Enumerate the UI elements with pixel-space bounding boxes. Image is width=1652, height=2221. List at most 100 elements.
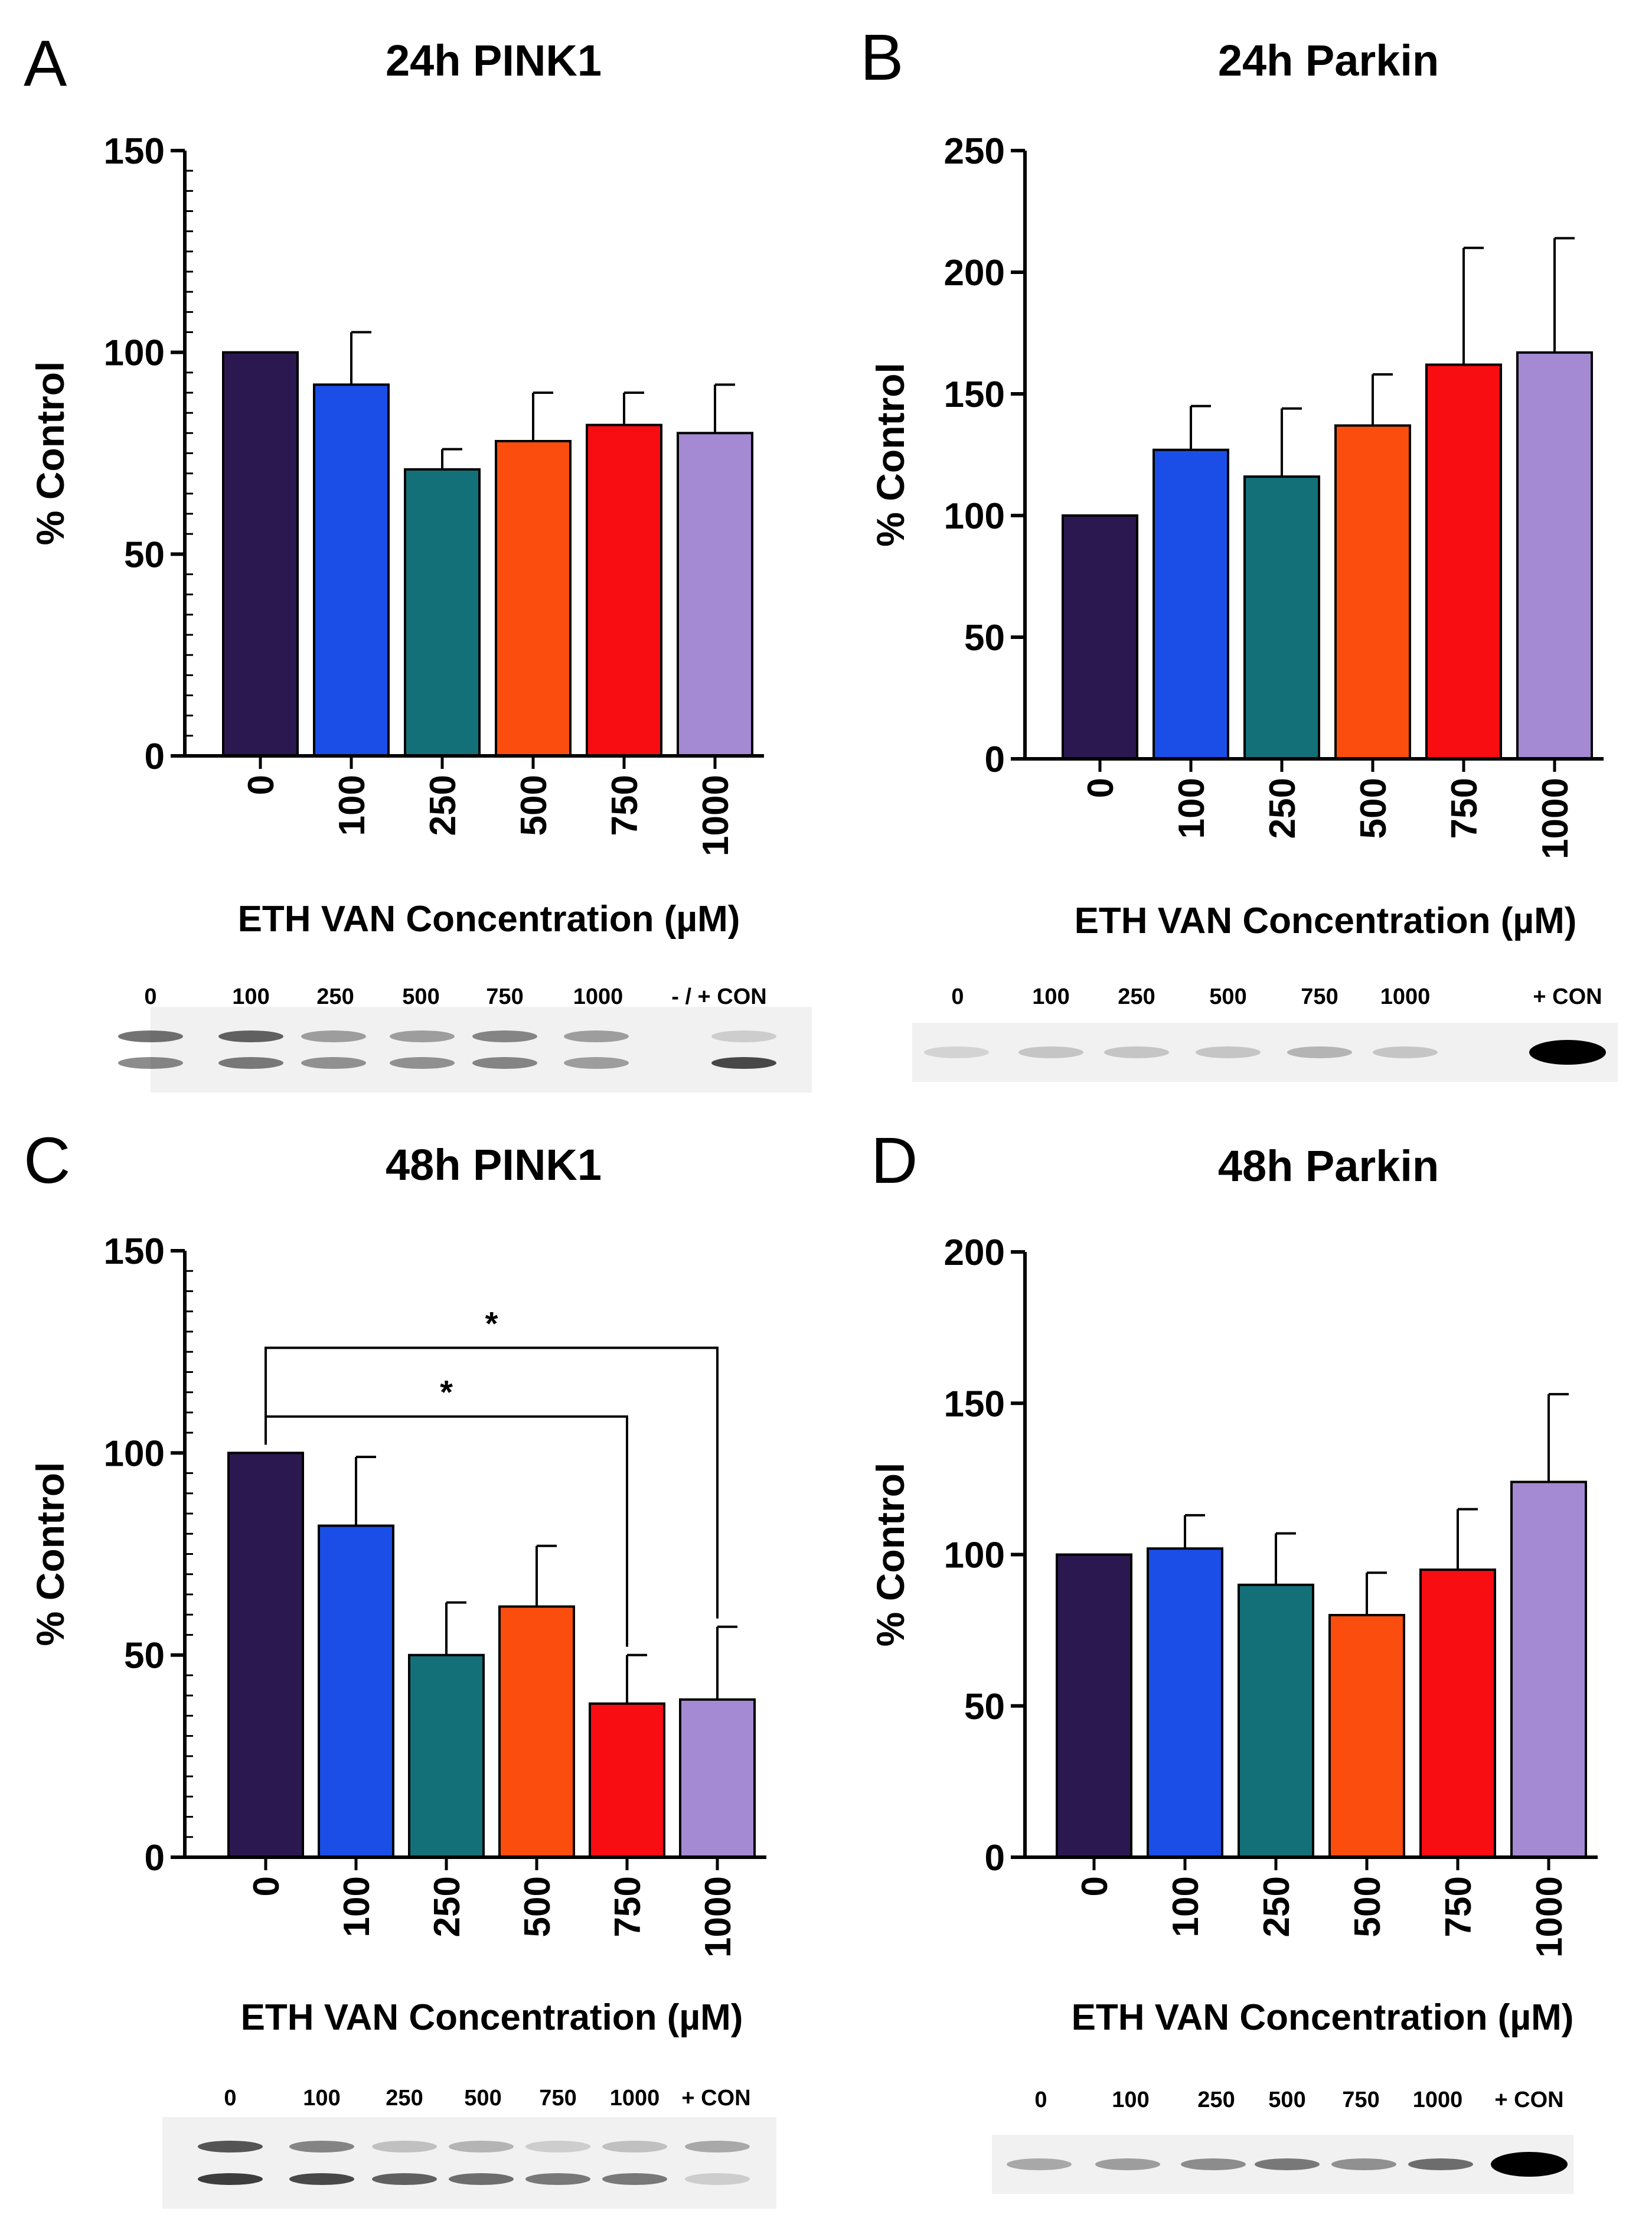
blot-band — [711, 1057, 776, 1069]
y-tick-label: 0 — [145, 736, 165, 777]
blot-background — [912, 1023, 1618, 1082]
x-tick-label: 0 — [246, 1876, 287, 1896]
blot-lane-label: 0 — [1034, 2088, 1047, 2112]
blot-lane-label: 100 — [232, 984, 269, 1009]
y-tick-label: 100 — [944, 496, 1005, 537]
blot-band — [390, 1057, 455, 1069]
bar-100 — [1147, 1547, 1223, 1858]
blot-band — [1529, 1040, 1606, 1065]
panel-letter: C — [24, 1124, 70, 1197]
blot-band — [372, 2173, 437, 2185]
bar-100 — [313, 383, 390, 757]
blot-band — [301, 1057, 366, 1069]
bar-250 — [1243, 475, 1320, 761]
blot-lane-label: 0 — [144, 984, 156, 1009]
blot-lane-label: 100 — [1112, 2088, 1149, 2112]
y-axis-label: % Control — [869, 1463, 912, 1647]
significance-label: * — [440, 1374, 453, 1411]
x-tick-label: 1000 — [696, 775, 736, 856]
bar-250 — [404, 468, 481, 757]
chart-title: 24h Parkin — [1218, 36, 1439, 85]
blot-band — [1373, 1046, 1438, 1058]
chart-title: 24h PINK1 — [386, 36, 602, 85]
blot-band — [1331, 2158, 1396, 2170]
blot-band — [449, 2173, 514, 2185]
y-tick-label: 150 — [104, 1231, 165, 1272]
panel-b: B 24h Parkin % Control ETH VAN Concentratio… — [860, 21, 1618, 1082]
bar-500 — [1328, 1614, 1405, 1858]
western-blot: 0 100 250 500 750 1000 + CON — [162, 2086, 776, 2209]
blot-lane-label: 500 — [464, 2086, 501, 2111]
blot-band — [218, 1057, 283, 1069]
blot-band — [1287, 1046, 1352, 1058]
blot-lane-label: 250 — [1118, 984, 1155, 1009]
blot-band — [1018, 1046, 1083, 1058]
blot-band — [372, 2141, 437, 2152]
blot-lane-label: 500 — [402, 984, 439, 1009]
bar-750 — [586, 423, 662, 757]
blot-band — [1196, 1046, 1261, 1058]
x-tick-label: 0 — [1075, 1876, 1115, 1896]
blot-band — [1181, 2158, 1246, 2170]
y-axis-label: % Control — [28, 1462, 72, 1646]
blot-band — [390, 1030, 455, 1042]
y-tick-label: 50 — [124, 1636, 165, 1677]
panel-d: D 48h Parkin % Control ETH VAN Concentratio… — [869, 1124, 1598, 2194]
blot-band — [1095, 2158, 1160, 2170]
chart-title: 48h Parkin — [1218, 1142, 1439, 1191]
x-tick-label: 100 — [332, 775, 373, 836]
panel-letter: D — [871, 1124, 918, 1197]
significance-label: * — [485, 1304, 498, 1342]
blot-lane-label: 100 — [303, 2086, 340, 2111]
y-tick-label: 100 — [944, 1535, 1005, 1576]
x-tick-label: 250 — [1262, 778, 1303, 839]
blot-lane-label: 1000 — [573, 984, 623, 1009]
blot-band — [924, 1046, 989, 1058]
y-tick-label: 50 — [124, 534, 165, 575]
bar-100 — [318, 1524, 394, 1858]
blot-band — [685, 2141, 750, 2152]
blot-lane-label: - / + CON — [671, 984, 767, 1009]
blot-lane-label: 250 — [386, 2086, 423, 2111]
blot-lane-label: 100 — [1032, 984, 1069, 1009]
y-tick-label: 150 — [944, 374, 1005, 415]
x-tick-label: 750 — [608, 1876, 648, 1937]
blot-band — [118, 1030, 183, 1042]
blot-band — [711, 1030, 776, 1042]
y-tick-label: 50 — [964, 618, 1005, 658]
bar-0 — [1056, 1553, 1132, 1858]
x-tick-label: 1000 — [698, 1876, 739, 1958]
y-tick-label: 0 — [985, 739, 1005, 780]
blot-lane-label: 0 — [951, 984, 964, 1009]
x-tick-label: 100 — [1171, 778, 1212, 839]
bar-1000 — [1516, 351, 1593, 760]
y-tick-label: 200 — [944, 1232, 1005, 1273]
x-tick-label: 0 — [1080, 778, 1121, 798]
x-axis-label: ETH VAN Concentration (µM) — [238, 899, 740, 940]
blot-band — [602, 2173, 667, 2185]
y-tick-label: 0 — [145, 1838, 165, 1878]
blot-lane-label: 0 — [224, 2086, 236, 2111]
blot-lane-label: + CON — [1494, 2088, 1563, 2112]
blot-lane-label: 750 — [486, 984, 523, 1009]
panel-letter: B — [860, 21, 903, 94]
panel-a: A 24h PINK1 % Control ETH VAN Concentration… — [24, 27, 812, 1092]
bar-1000 — [679, 1698, 756, 1858]
bar-500 — [1334, 424, 1411, 760]
y-tick-label: 0 — [985, 1838, 1005, 1878]
blot-lane-label: 750 — [1342, 2088, 1379, 2112]
blot-lane-label: 1000 — [1380, 984, 1431, 1009]
panel-letter: A — [24, 27, 67, 100]
blot-lane-label: + CON — [1533, 984, 1602, 1009]
blot-band — [525, 2173, 590, 2185]
x-tick-label: 250 — [427, 1876, 468, 1937]
bar-750 — [1425, 363, 1502, 760]
bar-250 — [408, 1653, 485, 1859]
significance-bracket — [265, 1415, 628, 1647]
y-tick-label: 150 — [944, 1384, 1005, 1424]
blot-band — [1491, 2152, 1568, 2177]
blot-lane-label: 1000 — [1413, 2088, 1463, 2112]
blot-band — [472, 1057, 537, 1069]
y-tick-label: 250 — [944, 131, 1005, 172]
